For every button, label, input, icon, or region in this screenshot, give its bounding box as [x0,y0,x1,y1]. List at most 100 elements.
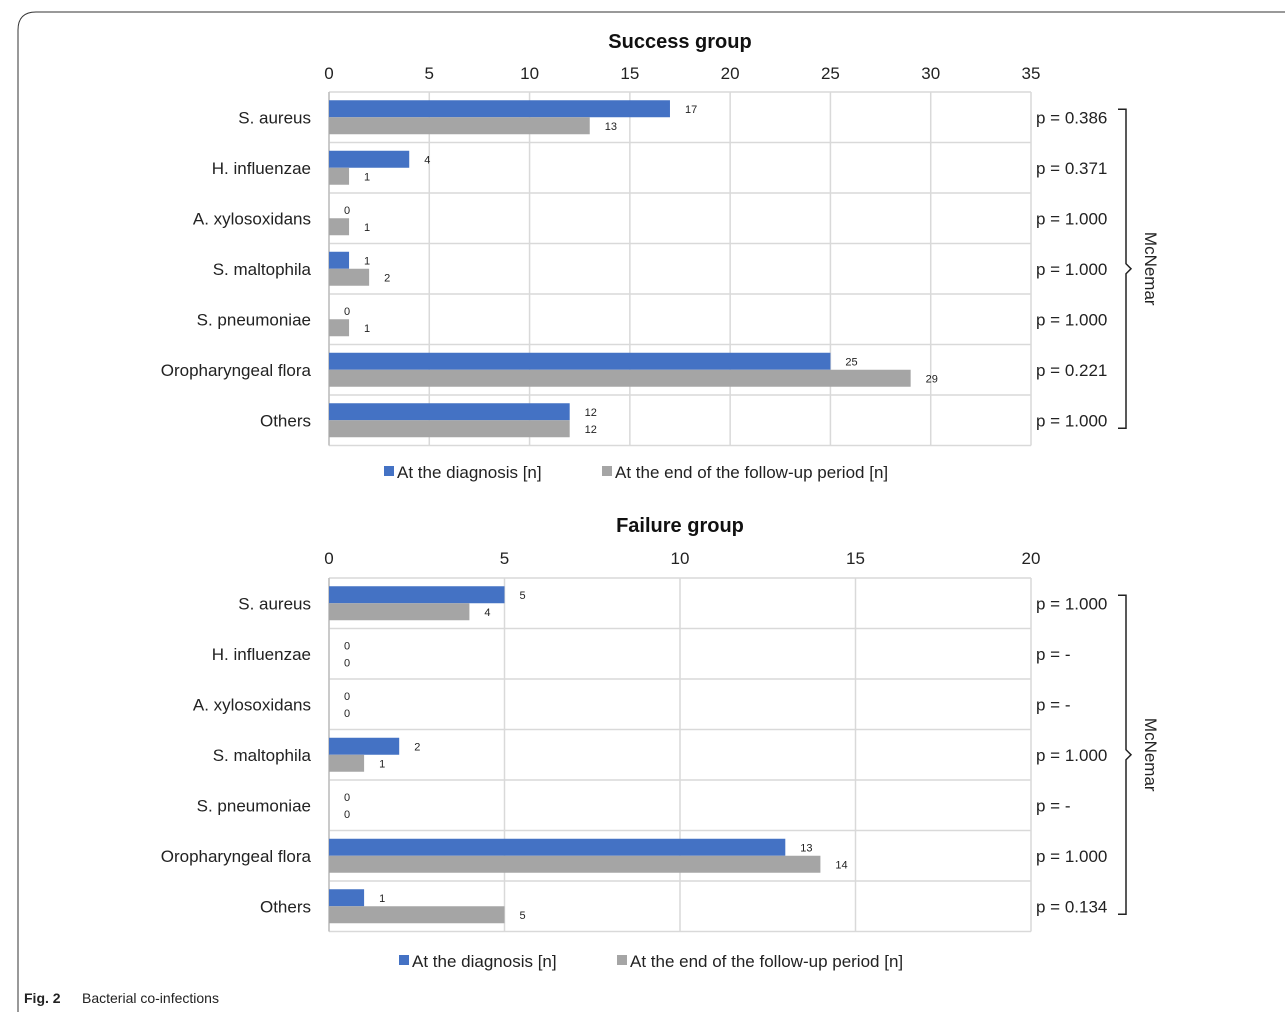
category-label-s-aureus: S. aureus [238,108,311,127]
category-label-a-xylosoxidans: A. xylosoxidans [193,695,311,714]
category-label-oropharyngeal-flora: Oropharyngeal flora [161,361,312,380]
bar-diagnosis-others [329,889,365,907]
data-label: 4 [484,607,490,619]
legend-swatch-diagnosis [399,955,409,965]
legend-swatch-follow-up [617,955,627,965]
bar-follow-up-oropharyngeal-flora [329,855,821,873]
bar-diagnosis-s-maltophila [329,251,350,269]
bar-follow-up-h-influenzae [329,167,350,185]
bar-follow-up-s-maltophila [329,754,365,772]
bracket-label: McNemar [1141,718,1160,792]
data-label: 1 [364,323,370,335]
data-label: 1 [364,222,370,234]
p-value: p = 1.000 [1036,310,1107,329]
figure-caption: Fig. 2 Bacterial co-infections [24,990,219,1006]
data-label: 5 [520,910,526,922]
bar-diagnosis-h-influenzae [329,150,410,168]
x-tick-label: 25 [821,64,840,83]
legend-swatch-follow-up [602,466,612,476]
x-tick-label: 10 [671,549,690,568]
category-label-others: Others [260,411,311,430]
p-value: p = 1.000 [1036,209,1107,228]
caption-prefix: Fig. 2 [24,990,61,1006]
category-label-s-aureus: S. aureus [238,594,311,613]
x-tick-label: 30 [921,64,940,83]
data-label: 0 [344,708,350,720]
x-tick-label: 20 [1022,549,1041,568]
data-label: 25 [845,356,857,368]
x-tick-label: 0 [324,549,333,568]
data-label: 13 [605,121,617,133]
x-tick-label: 5 [500,549,509,568]
legend-label-follow-up: At the end of the follow-up period [n] [615,463,888,482]
chart-title: Success group [608,31,751,53]
x-tick-label: 10 [520,64,539,83]
legend: At the diagnosis [n] At the end of the fo… [399,952,903,971]
p-value: p = 1.000 [1036,411,1107,430]
data-label: 5 [520,590,526,602]
data-label: 0 [344,792,350,804]
data-label: 17 [685,104,697,116]
data-label: 29 [926,373,938,385]
data-label: 14 [835,859,847,871]
bar-follow-up-oropharyngeal-flora [329,369,911,387]
p-value: p = - [1036,645,1071,664]
bar-follow-up-s-aureus [329,117,590,135]
bar-diagnosis-others [329,403,570,421]
category-label-s-pneumoniae: S. pneumoniae [197,310,311,329]
figure-border [17,11,1285,1012]
p-value: p = 0.221 [1036,361,1107,380]
category-label-h-influenzae: H. influenzae [212,159,311,178]
bar-diagnosis-oropharyngeal-flora [329,352,831,370]
bar-diagnosis-s-maltophila [329,737,400,755]
p-value: p = 0.386 [1036,108,1107,127]
data-label: 1 [379,758,385,770]
bar-diagnosis-s-aureus [329,586,505,604]
data-label: 1 [364,171,370,183]
p-value: p = 1.000 [1036,260,1107,279]
bar-follow-up-others [329,906,505,924]
category-label-s-maltophila: S. maltophila [213,260,312,279]
category-label-h-influenzae: H. influenzae [212,645,311,664]
bar-follow-up-a-xylosoxidans [329,218,350,236]
legend-label-diagnosis: At the diagnosis [n] [412,952,557,971]
p-value: p = - [1036,695,1071,714]
data-label: 12 [585,407,597,419]
category-label-s-pneumoniae: S. pneumoniae [197,796,311,815]
bar-diagnosis-oropharyngeal-flora [329,838,786,856]
bar-follow-up-s-aureus [329,603,470,621]
data-label: 1 [364,255,370,267]
data-label: 0 [344,657,350,669]
bar-follow-up-s-maltophila [329,268,370,286]
data-label: 2 [384,272,390,284]
p-value: p = - [1036,796,1071,815]
category-label-a-xylosoxidans: A. xylosoxidans [193,209,311,228]
legend-swatch-diagnosis [384,466,394,476]
legend-label-follow-up: At the end of the follow-up period [n] [630,952,903,971]
p-value: p = 0.134 [1036,897,1107,916]
data-label: 0 [344,205,350,217]
data-label: 2 [414,741,420,753]
p-value: p = 1.000 [1036,847,1107,866]
x-tick-label: 15 [620,64,639,83]
bar-follow-up-others [329,420,570,438]
caption-text: Bacterial co-infections [82,990,219,1006]
x-tick-label: 35 [1022,64,1041,83]
bar-diagnosis-s-aureus [329,100,670,118]
category-label-s-maltophila: S. maltophila [213,746,312,765]
bracket-label: McNemar [1141,232,1160,306]
p-value: p = 0.371 [1036,159,1107,178]
bar-follow-up-s-pneumoniae [329,319,350,337]
data-label: 1 [379,893,385,905]
x-tick-label: 0 [324,64,333,83]
category-label-oropharyngeal-flora: Oropharyngeal flora [161,847,312,866]
category-label-others: Others [260,897,311,916]
mcnemar-bracket [1118,594,1133,915]
x-tick-label: 5 [425,64,434,83]
mcnemar-bracket [1118,108,1133,429]
data-label: 4 [424,154,430,166]
chart-title: Failure group [616,515,744,537]
